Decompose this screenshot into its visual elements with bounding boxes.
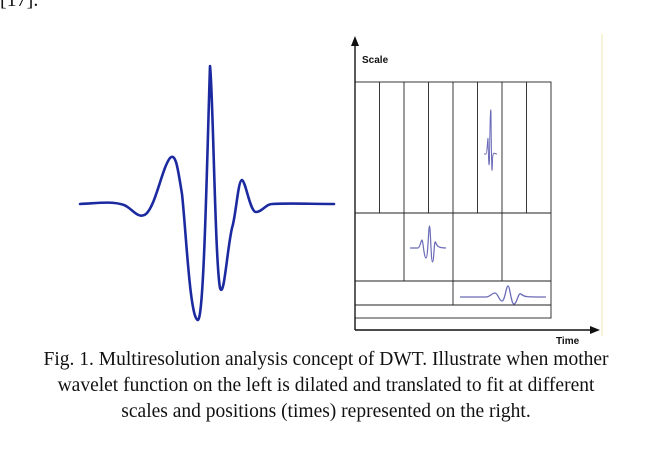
y-axis-arrow <box>351 36 359 46</box>
dwt-figure: Scale Time <box>78 34 603 345</box>
caption-line-1: Fig. 1. Multiresolution analysis concept… <box>43 349 609 370</box>
caption-line-2: wavelet function on the left is dilated … <box>57 375 595 396</box>
mother-wavelet <box>78 64 336 322</box>
previous-text-fragment: [17]. <box>0 0 39 11</box>
tile-wavelet-medium <box>410 225 447 263</box>
y-axis-label: Scale <box>362 55 389 66</box>
tiling-grid <box>354 81 552 319</box>
tile-wavelet-narrow <box>484 109 498 171</box>
tile-wavelet-wide <box>460 285 547 305</box>
caption-line-3: scales and positions (times) represented… <box>121 401 531 422</box>
x-axis-arrow <box>590 326 600 334</box>
figure-caption: Fig. 1. Multiresolution analysis concept… <box>0 347 652 425</box>
x-axis-label: Time <box>556 336 580 345</box>
